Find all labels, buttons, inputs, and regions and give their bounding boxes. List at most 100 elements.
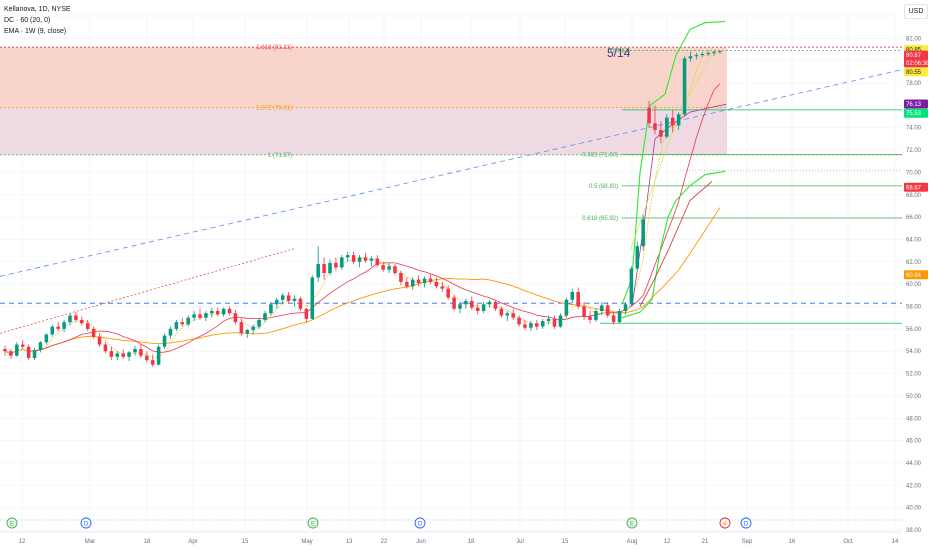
candle-body[interactable] <box>511 313 515 318</box>
candle-body[interactable] <box>410 279 415 287</box>
candle-body[interactable] <box>97 336 102 345</box>
annotation-text[interactable]: 5/14 <box>607 46 631 60</box>
candle-body[interactable] <box>227 308 232 314</box>
candle-body[interactable] <box>499 308 504 316</box>
candle-body[interactable] <box>80 319 84 324</box>
candle-body[interactable] <box>564 299 569 316</box>
candle-body[interactable] <box>706 52 710 54</box>
candle-body[interactable] <box>369 258 374 261</box>
candle-body[interactable] <box>647 107 651 124</box>
candle-body[interactable] <box>251 326 255 330</box>
event-marker[interactable] <box>414 517 426 529</box>
candle-body[interactable] <box>139 348 143 356</box>
candle-body[interactable] <box>588 316 592 320</box>
candle-body[interactable] <box>204 313 208 318</box>
candle-body[interactable] <box>487 302 492 305</box>
event-marker[interactable] <box>6 517 18 529</box>
candle-body[interactable] <box>115 353 120 357</box>
candle-body[interactable] <box>74 315 78 320</box>
candle-body[interactable] <box>422 278 427 284</box>
candle-body[interactable] <box>292 298 297 301</box>
candle-body[interactable] <box>375 258 380 266</box>
candle-body[interactable] <box>20 344 25 347</box>
candle-body[interactable] <box>286 295 291 301</box>
candle-body[interactable] <box>700 53 705 56</box>
candle-body[interactable] <box>156 346 161 365</box>
candle-body[interactable] <box>340 257 344 268</box>
candle-body[interactable] <box>611 315 616 323</box>
candle-body[interactable] <box>68 315 72 323</box>
candle-body[interactable] <box>85 323 90 329</box>
legend-ema[interactable]: EMA · 1W (9, close) <box>4 28 67 35</box>
red-dotted-trendline[interactable] <box>0 248 296 334</box>
candle-body[interactable] <box>174 322 179 329</box>
candle-body[interactable] <box>245 329 250 334</box>
candle-body[interactable] <box>540 321 545 327</box>
candle-body[interactable] <box>15 344 19 356</box>
event-markers[interactable]: E D E D E ⚡ D <box>6 517 752 529</box>
candle-body[interactable] <box>269 304 273 314</box>
candle-body[interactable] <box>150 360 155 365</box>
event-marker[interactable] <box>307 517 319 529</box>
candle-body[interactable] <box>665 117 669 137</box>
candle-body[interactable] <box>623 304 628 311</box>
candle-body[interactable] <box>570 291 575 300</box>
legend-dc[interactable]: DC · 60 (20, 0) <box>4 17 51 24</box>
candle-body[interactable] <box>127 352 131 357</box>
candle-body[interactable] <box>405 281 409 287</box>
candle-body[interactable] <box>446 288 450 298</box>
candle-body[interactable] <box>345 255 350 258</box>
candle-body[interactable] <box>322 264 326 273</box>
legend-symbol[interactable]: Kellanova, 1D, NYSE <box>4 6 71 13</box>
candle-body[interactable] <box>109 351 114 357</box>
x-axis[interactable]: 12 Mar 18 Apr 15 May 13 22 Jun 18 Jul 15 Aug 12 21 Sep 1… <box>0 531 902 545</box>
candle-body[interactable] <box>470 300 474 308</box>
candle-body[interactable] <box>434 281 439 287</box>
candle-body[interactable] <box>263 313 267 320</box>
candle-body[interactable] <box>475 307 480 311</box>
candle-body[interactable] <box>576 291 580 307</box>
candle-body[interactable] <box>428 278 433 282</box>
candle-body[interactable] <box>133 348 137 353</box>
candle-body[interactable] <box>605 305 610 316</box>
candle-body[interactable] <box>221 308 226 315</box>
candle-body[interactable] <box>594 310 598 320</box>
candle-body[interactable] <box>316 264 320 278</box>
candle-body[interactable] <box>546 318 551 322</box>
event-marker[interactable] <box>740 517 752 529</box>
candle-body[interactable] <box>617 310 622 323</box>
candle-body[interactable] <box>712 51 716 53</box>
candle-body[interactable] <box>233 313 238 323</box>
candle-body[interactable] <box>641 219 645 247</box>
candle-body[interactable] <box>62 322 66 329</box>
candle-body[interactable] <box>399 273 403 282</box>
candle-body[interactable] <box>257 319 261 327</box>
candle-body[interactable] <box>121 353 125 357</box>
candle-body[interactable] <box>529 323 533 328</box>
candle-body[interactable] <box>416 279 421 284</box>
candle-body[interactable] <box>653 123 657 130</box>
candle-body[interactable] <box>334 262 338 268</box>
candle-body[interactable] <box>239 322 244 334</box>
candle-body[interactable] <box>3 348 7 352</box>
candle-body[interactable] <box>381 265 385 270</box>
event-marker[interactable] <box>80 517 92 529</box>
candle-body[interactable] <box>517 317 521 325</box>
candle-body[interactable] <box>192 314 196 318</box>
candle-body[interactable] <box>629 268 634 305</box>
candle-body[interactable] <box>351 255 356 262</box>
candle-body[interactable] <box>659 129 663 137</box>
currency-button[interactable]: USD <box>904 4 928 19</box>
candle-body[interactable] <box>558 315 563 327</box>
candle-body[interactable] <box>718 50 722 52</box>
candle-body[interactable] <box>298 298 303 309</box>
candle-body[interactable] <box>186 317 190 325</box>
candle-body[interactable] <box>198 314 202 318</box>
candle-body[interactable] <box>328 262 332 273</box>
candle-body[interactable] <box>32 350 37 358</box>
candle-body[interactable] <box>26 346 31 358</box>
candle-body[interactable] <box>393 266 397 273</box>
candlestick-series[interactable] <box>3 50 722 367</box>
candle-body[interactable] <box>481 304 486 311</box>
